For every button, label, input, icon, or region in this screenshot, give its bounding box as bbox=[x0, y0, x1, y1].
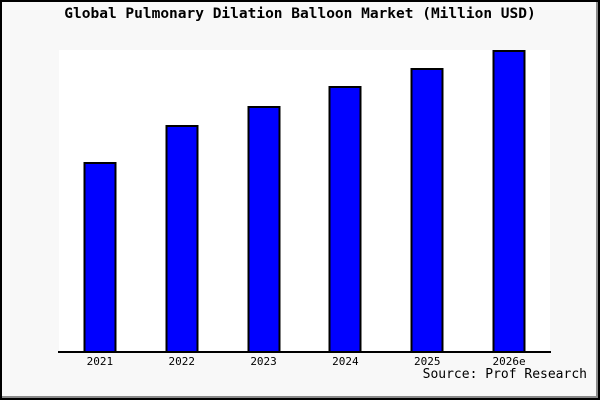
plot-area bbox=[59, 50, 550, 351]
bar-slot bbox=[468, 50, 550, 351]
source-credit: Source: Prof Research bbox=[422, 367, 587, 382]
bar-2024 bbox=[328, 86, 362, 351]
bar-slot bbox=[386, 50, 468, 351]
bar-slot bbox=[59, 50, 141, 351]
bar-slot bbox=[223, 50, 305, 351]
bar-slot bbox=[304, 50, 386, 351]
x-tick-label-2024: 2024 bbox=[332, 355, 359, 368]
bar-2022 bbox=[165, 124, 199, 351]
bar-2023 bbox=[247, 106, 281, 351]
bar-2021 bbox=[83, 161, 117, 351]
bar-slot bbox=[141, 50, 223, 351]
chart-title: Global Pulmonary Dilation Balloon Market… bbox=[64, 6, 536, 22]
x-tick-label-2023: 2023 bbox=[250, 355, 277, 368]
x-tick-label-2021: 2021 bbox=[86, 355, 114, 368]
bar-2026e bbox=[492, 50, 526, 351]
bars-container bbox=[59, 50, 550, 351]
x-tick-label-2025: 2025 bbox=[413, 355, 441, 368]
x-axis-line bbox=[58, 351, 551, 353]
bar-2025 bbox=[410, 68, 444, 351]
x-axis-labels: 2021 2022 2023 2024 2025 2026e bbox=[59, 355, 550, 368]
x-tick-label-2026e: 2026e bbox=[492, 355, 526, 368]
x-tick-label-2022: 2022 bbox=[168, 355, 195, 368]
